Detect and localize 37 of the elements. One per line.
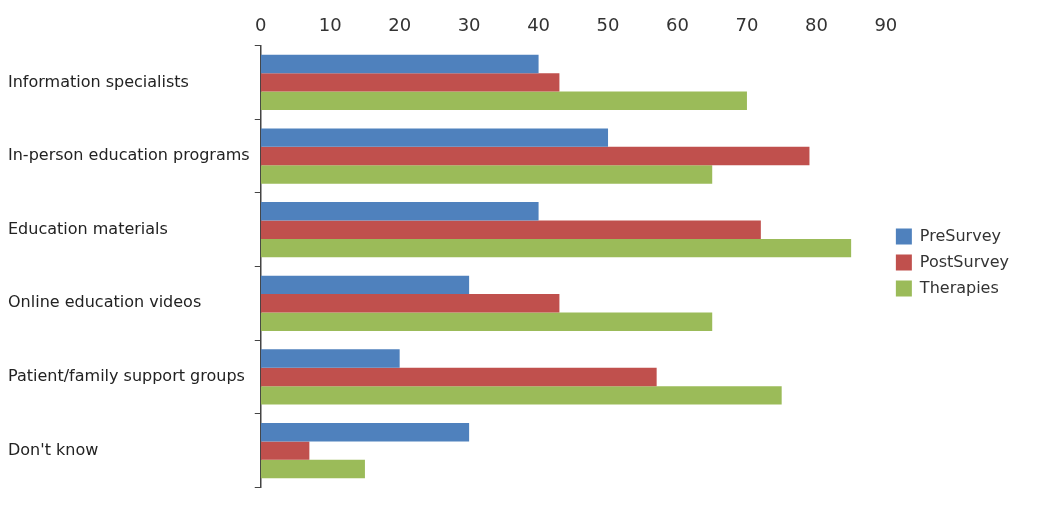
bar [260, 54, 539, 74]
bar [260, 91, 747, 111]
x-tick-label: 40 [527, 14, 551, 36]
bar [260, 238, 852, 258]
legend-label: Therapies [918, 277, 999, 297]
x-tick-label: 80 [804, 14, 828, 36]
x-tick-label: 70 [735, 14, 759, 36]
bar [260, 146, 810, 166]
bar [260, 422, 470, 442]
bar [260, 312, 713, 331]
bar [260, 275, 470, 295]
bar [260, 73, 560, 92]
bar [260, 165, 713, 184]
bar [260, 441, 310, 460]
y-tick-label: Don't know [8, 439, 99, 459]
bar [260, 349, 400, 368]
bar [260, 220, 761, 239]
y-tick-label: Online education videos [8, 292, 202, 312]
bar [260, 128, 609, 147]
x-tick-label: 90 [874, 14, 898, 36]
bar [260, 367, 657, 387]
legend-label: PostSurvey [919, 251, 1010, 271]
x-tick-label: 0 [255, 14, 267, 36]
legend-label: PreSurvey [919, 225, 1001, 245]
y-tick-label: Patient/family support groups [8, 366, 245, 386]
x-tick-label: 60 [666, 14, 689, 36]
x-tick-label: 10 [318, 14, 342, 36]
x-tick-label: 30 [457, 14, 481, 36]
y-tick-label: In-person education programs [8, 145, 250, 165]
y-tick-label: Information specialists [8, 71, 189, 91]
x-tick-label: 50 [596, 14, 620, 36]
bar [260, 459, 365, 479]
x-tick-label: 20 [388, 14, 412, 36]
y-tick-label: Education materials [8, 218, 168, 238]
bar [260, 386, 782, 405]
bar [260, 294, 560, 313]
bar [260, 202, 539, 221]
